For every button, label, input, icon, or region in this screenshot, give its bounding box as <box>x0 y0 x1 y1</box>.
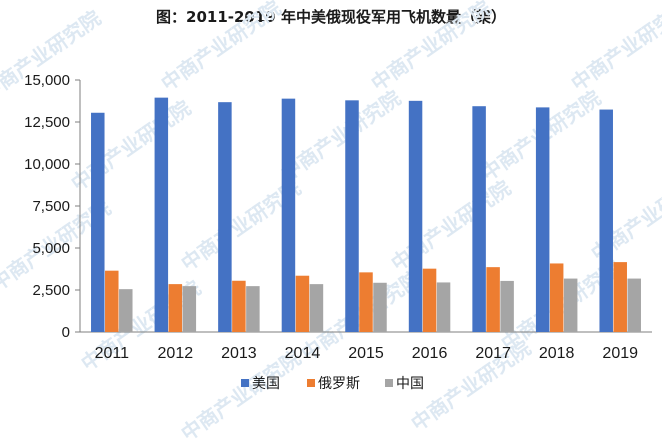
bar-美国-2015 <box>345 100 359 332</box>
y-tick-labels: 0 2,500 5,000 7,500 10,000 12,500 15,000 <box>24 72 70 341</box>
legend-label: 中国 <box>396 376 424 392</box>
x-tick-label: 2016 <box>412 345 448 362</box>
bars <box>91 97 641 333</box>
x-tick-label: 2017 <box>475 345 511 362</box>
chart-title: 图：2011-2019 年中美俄现役军用飞机数量（架） <box>156 8 506 26</box>
bar-美国-2014 <box>281 98 296 332</box>
bar-俄罗斯-2017 <box>486 267 500 332</box>
y-tick-label: 7,500 <box>32 198 70 215</box>
bar-美国-2017 <box>472 106 486 332</box>
bar-俄罗斯-2011 <box>105 270 119 332</box>
x-tick-label: 2018 <box>539 345 575 362</box>
y-tick-label: 10,000 <box>24 156 70 173</box>
y-tick-label: 0 <box>62 324 70 341</box>
legend-swatch <box>385 379 393 387</box>
bar-中国-2017 <box>500 280 514 332</box>
bar-中国-2019 <box>627 278 641 332</box>
x-tick-label: 2019 <box>602 345 638 362</box>
bar-中国-2015 <box>373 282 387 332</box>
x-tick-label: 2012 <box>158 345 194 362</box>
bar-美国-2018 <box>535 107 550 332</box>
x-tick-labels: 2011 2012 2013 2014 2015 2016 2017 2018 2019 <box>95 345 639 362</box>
bar-chart: 2011 2012 2013 2014 2015 2016 2017 2018 2019 0 2,… <box>24 72 652 392</box>
y-tick-label: 2,500 <box>32 282 70 299</box>
bar-俄罗斯-2016 <box>422 268 437 332</box>
bar-俄罗斯-2014 <box>295 275 310 332</box>
bar-美国-2011 <box>91 112 105 332</box>
bar-中国-2013 <box>246 286 260 332</box>
legend: 美国 俄罗斯 中国 <box>241 376 424 392</box>
y-tick-label: 15,000 <box>24 72 70 89</box>
bar-美国-2012 <box>154 97 169 332</box>
legend-label: 俄罗斯 <box>318 376 360 392</box>
legend-swatch <box>307 379 315 387</box>
bar-中国-2011 <box>119 289 133 332</box>
bar-美国-2013 <box>218 102 232 333</box>
y-tick-label: 12,500 <box>24 114 70 131</box>
x-tick-label: 2011 <box>95 345 130 362</box>
x-tick-label: 2015 <box>348 345 384 362</box>
bar-美国-2016 <box>408 100 423 332</box>
x-tick-label: 2013 <box>221 345 257 362</box>
y-tick-label: 5,000 <box>32 240 70 257</box>
bar-中国-2014 <box>309 284 324 332</box>
bar-美国-2019 <box>599 109 613 333</box>
bar-俄罗斯-2015 <box>359 272 373 332</box>
x-tick-label: 2014 <box>285 345 321 362</box>
legend-label: 美国 <box>252 376 280 392</box>
bar-中国-2016 <box>436 282 451 332</box>
legend-swatch <box>241 379 249 387</box>
bar-俄罗斯-2012 <box>168 284 183 332</box>
bar-俄罗斯-2013 <box>232 280 246 332</box>
bar-俄罗斯-2018 <box>549 263 564 332</box>
bar-中国-2018 <box>563 278 578 332</box>
bar-俄罗斯-2019 <box>613 262 627 332</box>
bar-中国-2012 <box>182 286 197 332</box>
